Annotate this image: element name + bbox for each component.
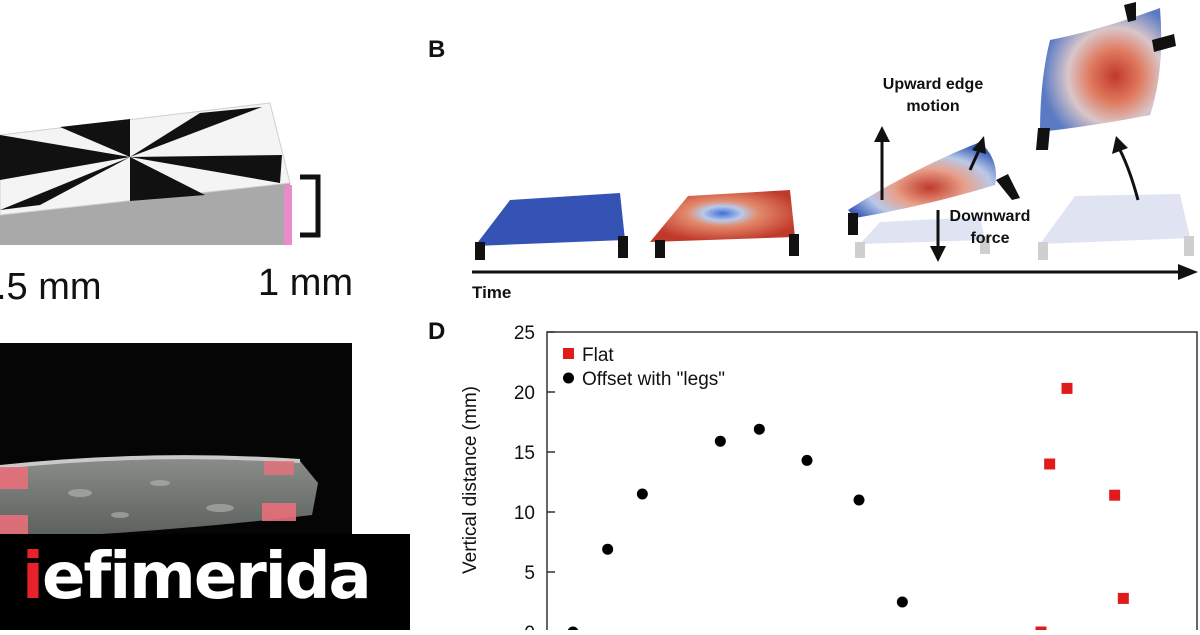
dimension-label-left: .5 mm [0,266,102,308]
plot-frame [546,331,1198,635]
y-axis-label: Vertical distance (mm) [460,386,481,574]
legend-marker [563,372,574,384]
y-tick-label: 5 [524,563,535,584]
legend-label: Flat [582,345,614,366]
data-point-offset-legs [853,494,865,506]
y-tick-label: 20 [514,383,535,404]
data-point-offset-legs [753,423,765,435]
legend-marker [563,348,574,359]
vertical-distance-chart: 0 5 10 15 20 25 Vertical distance (mm) Flat Of… [420,310,1200,635]
panel-letter-d: D [428,318,446,345]
dimension-label-right: 1 mm [258,262,353,304]
data-point-flat [1117,592,1129,604]
time-axis-label: Time [472,283,512,302]
data-point-offset-legs [801,454,813,466]
brand-logo: iefimerida [0,534,410,630]
y-tick-label: 15 [514,443,535,464]
annotation-downward-force: Downward force [949,208,1031,247]
y-tick-label: 10 [514,503,535,524]
y-tick-label: 0 [524,623,535,630]
data-point-offset-legs [636,488,648,500]
data-point-flat [1109,489,1121,501]
sample-diagram [0,102,321,245]
y-tick-label: 25 [514,323,535,344]
data-point-flat [1061,382,1073,394]
annotation-upward-edge-motion: Upward edge motion [882,76,984,115]
data-point-flat [1035,626,1047,635]
data-point-flat [1044,458,1056,470]
data-point-offset-legs [896,596,908,608]
data-point-offset-legs [567,626,579,635]
brand-wordmark: iefimerida [22,540,372,614]
data-point-offset-legs [714,435,726,447]
legend-label: Offset with "legs" [582,369,725,390]
panel-letter-b: B [428,36,446,63]
jump-sequence-diagram [472,2,1198,280]
data-point-offset-legs [602,543,614,555]
legend: Flat Offset with "legs" [563,345,725,390]
